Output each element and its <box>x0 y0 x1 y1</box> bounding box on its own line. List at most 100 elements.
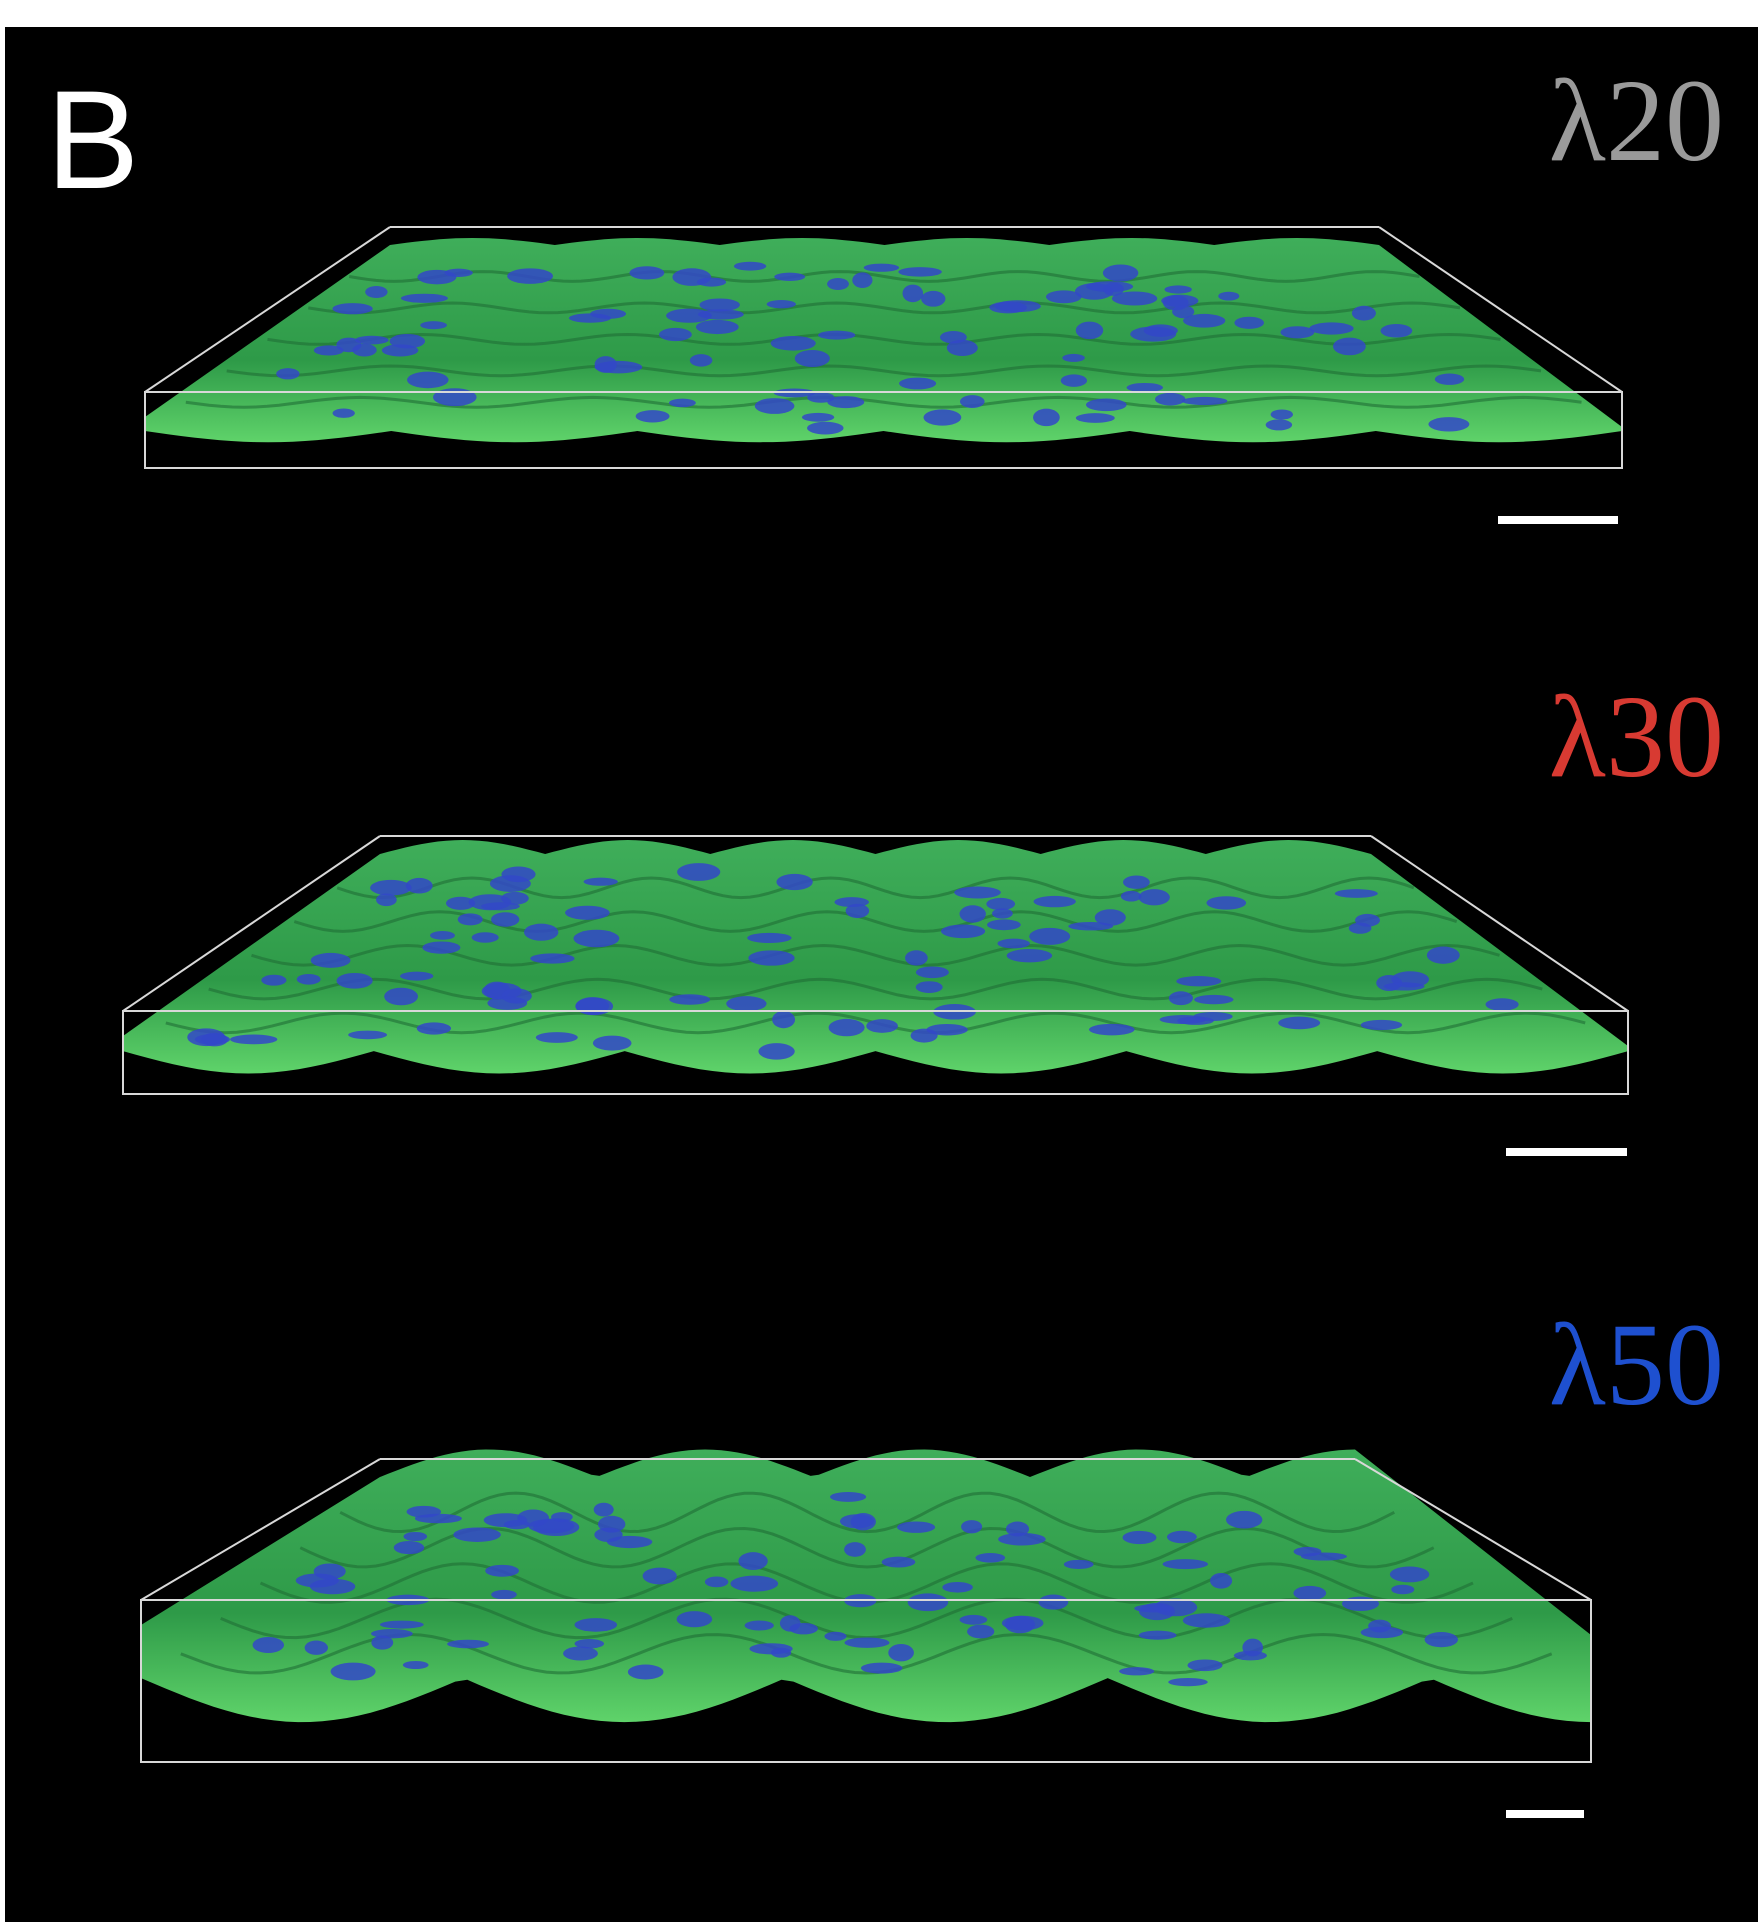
nucleus <box>472 932 499 942</box>
nucleus <box>370 880 412 896</box>
nucleus <box>574 1618 617 1632</box>
nucleus <box>1006 1522 1029 1537</box>
nucleus <box>491 912 519 926</box>
nucleus <box>444 269 473 277</box>
nucleus <box>947 340 978 356</box>
nucleus <box>563 1647 598 1661</box>
nucleus <box>1335 889 1378 898</box>
nucleus <box>992 908 1013 918</box>
nucleus <box>407 372 448 389</box>
nucleus <box>1064 1560 1094 1569</box>
nucleus <box>898 267 942 276</box>
nucleus <box>331 1663 376 1681</box>
nucleus <box>365 286 387 298</box>
nucleus <box>1218 292 1239 301</box>
nucleus <box>1123 1531 1157 1544</box>
nucleus <box>1266 419 1292 430</box>
nucleus <box>1176 976 1221 986</box>
nucleus <box>297 974 321 985</box>
nucleus <box>1039 1595 1069 1610</box>
tissue-surface <box>141 1450 1591 1723</box>
nucleus <box>705 1577 728 1588</box>
nucleus <box>961 1520 982 1533</box>
nucleus <box>802 413 834 422</box>
scale-bar <box>1506 1148 1627 1156</box>
nucleus <box>565 906 610 920</box>
nucleus <box>1293 1586 1326 1600</box>
nucleus <box>807 422 843 435</box>
nucleus <box>824 1632 846 1641</box>
nucleus <box>1061 374 1087 387</box>
nucleus <box>1427 947 1460 964</box>
nucleus <box>1005 1616 1035 1634</box>
nucleus <box>1361 1020 1402 1030</box>
nucleus <box>311 953 351 968</box>
nucleus <box>507 268 553 284</box>
nucleus <box>1086 281 1133 292</box>
nucleus <box>305 1641 328 1655</box>
nucleus <box>352 344 376 357</box>
nucleus <box>734 262 766 271</box>
nucleus <box>669 399 696 408</box>
nucleus <box>380 1621 424 1629</box>
nucleus <box>1278 1017 1320 1030</box>
nucleus <box>975 1553 1005 1563</box>
nucleus <box>420 321 447 329</box>
nucleus <box>607 1536 652 1548</box>
nucleus <box>394 1541 424 1554</box>
nucleus <box>1139 889 1170 905</box>
nucleus <box>337 973 373 989</box>
nucleus <box>908 1593 949 1611</box>
nucleus <box>960 395 985 408</box>
nucleus <box>987 919 1021 930</box>
nucleus <box>1034 896 1076 907</box>
nucleus <box>1168 1678 1207 1686</box>
nucleus <box>771 336 816 351</box>
nucleus <box>1428 417 1469 431</box>
nucleus <box>1029 928 1070 945</box>
nucleus <box>1007 949 1052 962</box>
nucleus <box>748 950 794 965</box>
nucleus <box>403 1532 427 1541</box>
nucleus <box>941 924 985 938</box>
nucleus <box>699 298 740 311</box>
nucleus <box>1425 1632 1458 1647</box>
nucleus <box>774 273 805 281</box>
nucleus <box>458 913 483 925</box>
nucleus <box>911 1029 938 1043</box>
nucleus <box>844 1542 866 1557</box>
nucleus <box>986 898 1015 910</box>
nucleus <box>747 933 791 943</box>
nucleus <box>730 1576 778 1592</box>
nucleus <box>1352 306 1376 321</box>
nucleus <box>584 878 618 886</box>
nucleus <box>1121 891 1142 902</box>
nucleus <box>899 378 936 390</box>
nucleus <box>594 1503 614 1517</box>
nucleus <box>1183 1613 1230 1627</box>
nucleus <box>997 939 1029 949</box>
nucleus <box>1183 314 1225 328</box>
nucleus <box>924 409 962 425</box>
nucleus <box>415 1514 462 1524</box>
scale-bar <box>1506 1810 1584 1818</box>
nucleus <box>844 1638 889 1648</box>
nucleus <box>230 1035 277 1045</box>
nucleus <box>864 264 899 272</box>
nucleus <box>1076 413 1115 423</box>
nucleus <box>755 398 795 414</box>
nucleus <box>771 1648 791 1658</box>
nucleus <box>401 294 448 303</box>
nucleus <box>501 867 535 883</box>
nucleus <box>1139 1603 1175 1620</box>
nucleus <box>758 1043 794 1059</box>
nucleus <box>1206 896 1246 909</box>
nucleus <box>669 994 710 1005</box>
nucleus <box>1309 322 1353 334</box>
nucleus <box>1182 397 1228 405</box>
nucleus <box>636 410 670 422</box>
nucleus <box>1271 409 1293 419</box>
nucleus <box>491 1590 517 1599</box>
nucleus <box>989 302 1027 314</box>
condition-label: λ50 <box>1549 1299 1724 1430</box>
